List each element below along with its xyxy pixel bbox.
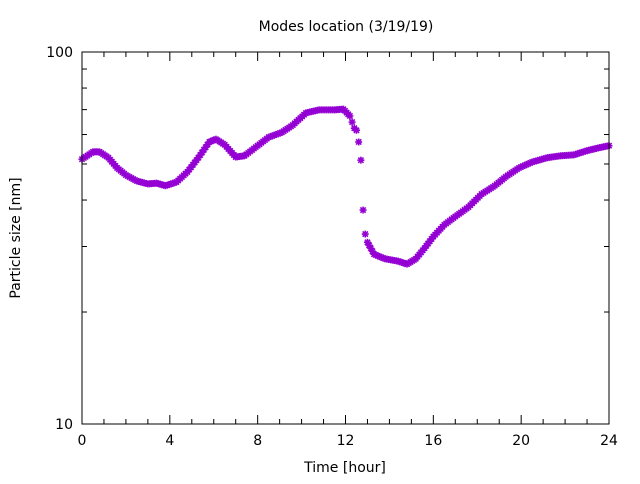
x-tick-label: 4 (165, 433, 174, 449)
chart-title: Modes location (3/19/19) (259, 19, 434, 35)
x-tick-label: 20 (512, 433, 530, 449)
data-point (352, 126, 360, 134)
data-point (357, 156, 365, 164)
data-point (346, 112, 354, 120)
x-tick-label: 16 (424, 433, 442, 449)
y-tick-label: 10 (55, 417, 73, 433)
x-tick-label: 12 (337, 433, 355, 449)
y-tick-label: 100 (46, 45, 73, 61)
y-axis-label: Particle size [nm] (8, 177, 24, 298)
data-points (78, 105, 613, 268)
data-point (361, 230, 369, 238)
tick-labels: 0 4 8 12 16 20 24 10 100 (46, 45, 618, 449)
data-point (355, 138, 363, 146)
x-tick-label: 8 (253, 433, 262, 449)
x-tick-label: 0 (78, 433, 87, 449)
data-point (348, 118, 356, 126)
x-axis-label: Time [hour] (303, 460, 386, 476)
data-point (359, 206, 367, 214)
x-tick-label: 24 (600, 433, 618, 449)
plot-border (81, 51, 610, 425)
